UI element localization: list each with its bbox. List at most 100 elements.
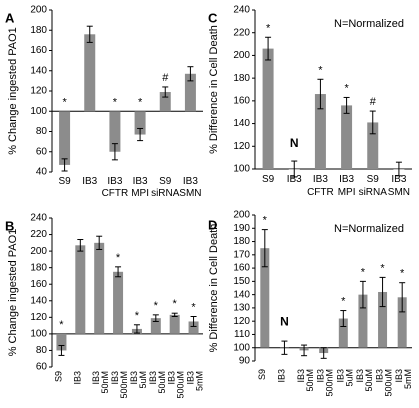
panel-c-x-tick-label: IB3 [313,174,328,185]
panel-a-bar [184,73,196,112]
panel-a-y-tick-label: 100 [30,106,47,117]
panel-b-y-axis-title: % Change ingested PAO1 [7,229,19,357]
panel-c-bar [341,105,353,169]
panel-b-annotation: * [173,298,178,310]
panel-d-x-tick-label: IB3500nM [316,369,335,397]
panel-b-x-tick-label: IB35mM [186,371,205,391]
panel-b-x-tick-label-line: IB3 [167,371,177,385]
panel-a-annotation: * [113,96,118,108]
panel-d-y-tick-label: 100 [233,342,250,353]
panel-a-bar [159,92,171,112]
panel-c-annotation: * [266,22,271,34]
panel-a-x-tick-label: S9 [159,176,172,187]
panel-b-x-tick-label: IB3500nM [110,371,129,399]
panel-b-y-tick-label: 220 [30,229,47,240]
panel-d-x-tick-label-line: IB3 [335,369,345,383]
panel-c-x-tick-label: siRNA [359,187,388,198]
panel-d-x-tick-label-line: IB3 [375,369,385,383]
panel-b-y-tick-label: 80 [36,345,48,356]
panel-d-bar [397,297,407,348]
panel-b-bar [94,242,105,334]
panel-d-y-tick-label: 190 [233,223,250,234]
panel-d-x-tick-label: IB35uM [335,369,354,387]
panel-d-bar [338,318,348,348]
panel-d-y-tick-label: 160 [233,263,250,274]
panel-a-x-tick-label: siRNA [151,188,180,199]
panel-a-bar [59,111,71,165]
panel-d-x-tick-label-line: IB3 [355,369,365,383]
panel-b-annotation: * [154,300,159,312]
panel-d-x-tick-label: IB3 [276,369,286,383]
panel-c-y-tick-label: 140 [233,118,250,129]
panel-d-y-tick-label: 140 [233,289,250,300]
panel-b-y-tick-label: 120 [30,312,47,323]
panel-a-x-tick-label: S9 [58,176,71,187]
panel-d-annotation: * [263,215,268,227]
panel-b-annotation: * [135,310,140,322]
panel-b-x-tick-label: IB3500uM [167,371,186,399]
panel-c-y-tick-label: 120 [233,141,250,152]
panel-d-y-tick-label: 110 [234,329,250,340]
panel-a-y-tick-label: 200 [30,5,47,16]
panel-a-label: A [5,11,15,26]
panel-c-legend: N=Normalized [334,18,404,30]
panel-b-annotation: * [116,252,121,264]
panel-b-x-tick-label-line: 50nM [100,371,110,394]
panel-d-x-tick-label-line: IB3 [316,369,326,383]
panel-b-y-tick-label: 180 [30,262,47,273]
panel-c-annotation: N [290,136,299,150]
panel-c-annotation: * [318,64,323,76]
panel-d-bar [378,291,388,348]
panel-b-bar [188,321,199,334]
panel-a-x-tick-label: IB3 [183,176,198,187]
panel-b-x-tick-label-line: 500uM [176,371,186,399]
panel-a-annotation: * [62,96,67,108]
panel-d-x-tick-label-line: 500nM [325,369,335,397]
panel-b-bar [75,245,86,334]
panel-c-y-axis-title: % Difference in Cell Death [208,25,220,154]
panel-a-y-tick-label: 80 [36,126,48,137]
panel-b-x-tick-label: IB35uM [129,371,148,389]
panel-c-x-tick-label: IB3 [339,174,354,185]
panel-d-annotation: * [380,262,385,274]
panel-a-x-tick-label: IB3 [133,176,148,187]
panel-b-x-tick-label-line: 5uM [138,371,148,389]
panel-d-annotation: * [400,268,405,280]
panel-a-bar [134,111,146,135]
panel-b-x-tick-label-line: IB3 [129,371,139,385]
panel-a-y-tick-label: 60 [36,146,48,157]
panel-d-bar [260,248,270,348]
panel-a-x-tick-label: IB3 [82,176,97,187]
panel-b-y-tick-label: 240 [30,213,47,224]
panel-d-x-tick-label: IB350nM [296,369,315,392]
panel-b-x-tick-label: IB3 [72,371,82,385]
panel-a-y-tick-label: 140 [30,65,47,76]
panel-d-x-tick-label: IB3500uM [375,369,394,397]
panel-c-y-tick-label: 200 [233,50,250,61]
panel-a-y-tick-label: 120 [30,86,47,97]
panel-d-x-tick-label-line: IB3 [276,369,286,383]
panel-d-x-tick-label-line: 5mM [403,369,413,389]
panel-b-x-tick-label-line: S9 [53,371,63,382]
panel-a-y-tick-label: 160 [30,45,47,56]
panel-b-annotation: * [191,302,196,314]
panel-c-bar [314,94,326,169]
panel-d-annotation: * [361,266,366,278]
panel-b-x-tick-label-line: IB3 [148,371,158,385]
panel-b-x-tick-label: S9 [53,371,63,382]
panel-b-bar [150,318,161,334]
panel-d-y-tick-label: 170 [233,249,250,260]
panel-b-y-tick-label: 60 [36,362,48,373]
panel-b-x-tick-label-line: 500nM [119,371,129,399]
panel-d-x-tick-label-line: 5uM [344,369,354,387]
panel-b-y-tick-label: 200 [30,246,47,257]
panel-b-x-tick-label-line: IB3 [72,371,82,385]
panel-d-label: D [208,218,217,233]
panel-d-x-tick-label-line: S9 [257,369,267,380]
panel-b-x-tick-label: IB350nM [91,371,110,394]
panel-a-y-tick-label: 40 [36,167,48,178]
panel-d-x-tick-label-line: IB3 [394,369,404,383]
panel-a-y-tick-label: 180 [30,25,47,36]
panel-d-annotation: N [280,315,289,329]
